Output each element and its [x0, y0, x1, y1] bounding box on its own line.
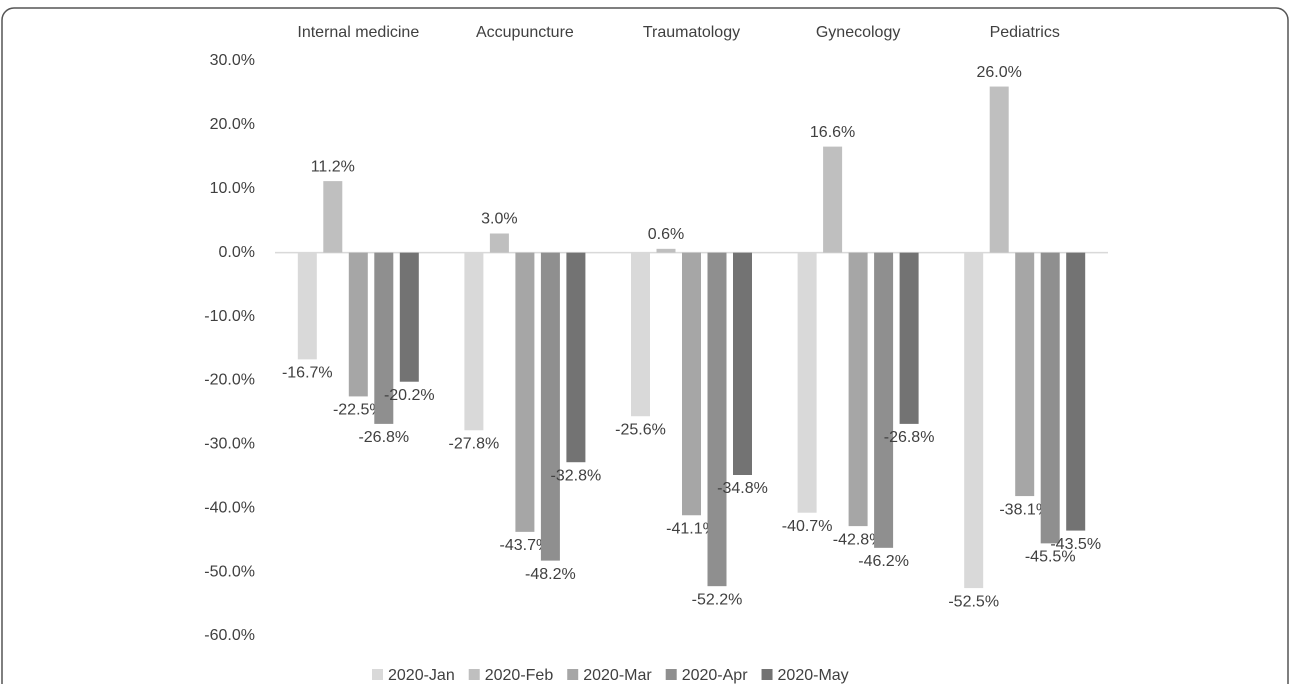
category-label: Gynecology	[816, 24, 901, 41]
y-tick-label: -20.0%	[204, 372, 255, 389]
data-label: -42.8%	[833, 531, 884, 548]
bar	[1015, 252, 1035, 497]
data-label: -26.8%	[884, 429, 935, 446]
y-tick-label: 0.0%	[219, 244, 255, 261]
data-label: -40.7%	[782, 518, 833, 535]
data-label: -34.8%	[717, 480, 768, 497]
bar	[399, 252, 419, 382]
bar	[656, 248, 676, 253]
data-label: -43.5%	[1050, 536, 1101, 553]
y-tick-label: 20.0%	[210, 116, 255, 133]
bar	[733, 252, 752, 475]
data-label: -26.8%	[358, 429, 409, 446]
data-label: -20.2%	[384, 387, 435, 404]
data-label: -27.8%	[449, 435, 500, 452]
data-label: 16.6%	[810, 124, 855, 141]
legend-swatch	[468, 669, 480, 680]
y-tick-label: -10.0%	[204, 308, 255, 325]
data-label: -38.1%	[999, 501, 1050, 518]
bar	[464, 252, 484, 431]
bar	[989, 86, 1009, 253]
bar	[489, 233, 509, 253]
category-label: Accupuncture	[476, 24, 574, 41]
y-tick-label: 10.0%	[210, 180, 255, 197]
legend-label: 2020-Apr	[682, 667, 748, 684]
bar	[348, 252, 368, 397]
legend-swatch	[761, 669, 773, 680]
legend-swatch	[372, 669, 383, 680]
data-label: -48.2%	[525, 566, 576, 583]
data-label: 3.0%	[481, 211, 517, 228]
legend-swatch	[665, 669, 677, 680]
legend-label: 2020-May	[778, 667, 849, 684]
data-label: -46.2%	[858, 553, 909, 570]
bar	[297, 252, 317, 360]
data-label: 26.0%	[977, 64, 1022, 81]
bar	[823, 146, 843, 253]
bar	[707, 252, 727, 587]
bar	[682, 252, 701, 516]
data-label: -52.5%	[948, 593, 999, 610]
data-label: -25.6%	[615, 421, 666, 438]
category-label: Internal medicine	[297, 24, 419, 41]
bar	[374, 252, 394, 424]
y-tick-label: -60.0%	[204, 627, 255, 644]
bar	[1040, 252, 1060, 544]
data-label: -22.5%	[333, 402, 384, 419]
bar	[797, 252, 817, 513]
data-label: -43.7%	[500, 537, 551, 554]
bar	[323, 181, 343, 253]
bar	[566, 252, 586, 463]
bar	[848, 252, 868, 527]
bar	[874, 252, 894, 548]
y-tick-label: -40.0%	[204, 499, 255, 516]
category-label: Pediatrics	[990, 24, 1060, 41]
legend-label: 2020-Mar	[583, 667, 652, 684]
bar	[515, 252, 535, 532]
data-label: -16.7%	[282, 365, 333, 382]
y-tick-label: 30.0%	[210, 52, 255, 69]
legend-label: 2020-Jan	[388, 667, 455, 684]
bar	[631, 252, 650, 417]
y-tick-label: -50.0%	[204, 563, 255, 580]
bar	[899, 252, 919, 424]
data-label: 0.6%	[648, 226, 684, 243]
category-label: Traumatology	[643, 24, 740, 41]
data-label: -45.5%	[1025, 549, 1076, 566]
bar	[1066, 252, 1086, 531]
data-label: -52.2%	[692, 591, 743, 608]
y-tick-label: -30.0%	[204, 436, 255, 453]
legend-label: 2020-Feb	[485, 667, 554, 684]
data-label: -32.8%	[551, 467, 602, 484]
bar	[540, 252, 560, 561]
data-label: 11.2%	[311, 158, 355, 175]
bar	[964, 252, 984, 589]
legend-swatch	[567, 669, 579, 680]
data-label: -41.1%	[666, 520, 717, 537]
